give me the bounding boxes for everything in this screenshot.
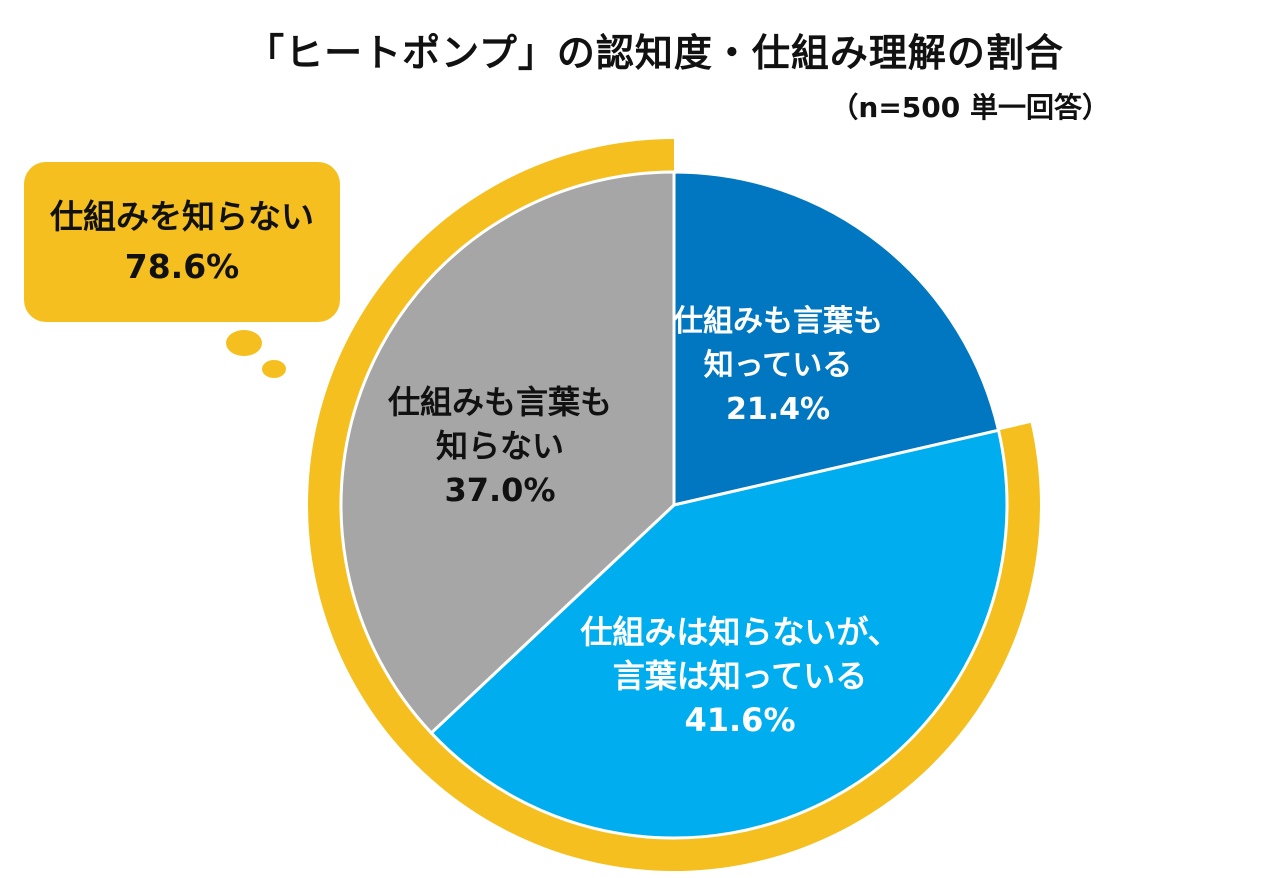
pie-slice-2 <box>339 170 676 736</box>
callout-bubble-dot <box>226 330 262 356</box>
highlight-value: 78.6% <box>124 247 240 286</box>
slice-label-0: 仕組みも言葉も 知っている 21.4% <box>673 304 883 427</box>
slice-label-2: 仕組みも言葉も 知らない 37.0% <box>387 383 613 509</box>
chart-title: 「ヒートポンプ」の認知度・仕組み理解の割合 <box>246 31 1064 75</box>
highlight-callout: 仕組みを知らない 78.6% <box>24 162 340 322</box>
callout-bubble-dot <box>262 360 286 378</box>
chart-subtitle: （n=500 単一回答） <box>830 91 1110 124</box>
slice-label-1: 仕組みは知らないが、 言葉は知っている 41.6% <box>580 613 900 739</box>
pie-slice-0 <box>672 170 1001 507</box>
highlight-label: 仕組みを知らない <box>50 197 314 236</box>
pie-slice-1 <box>429 428 1009 840</box>
